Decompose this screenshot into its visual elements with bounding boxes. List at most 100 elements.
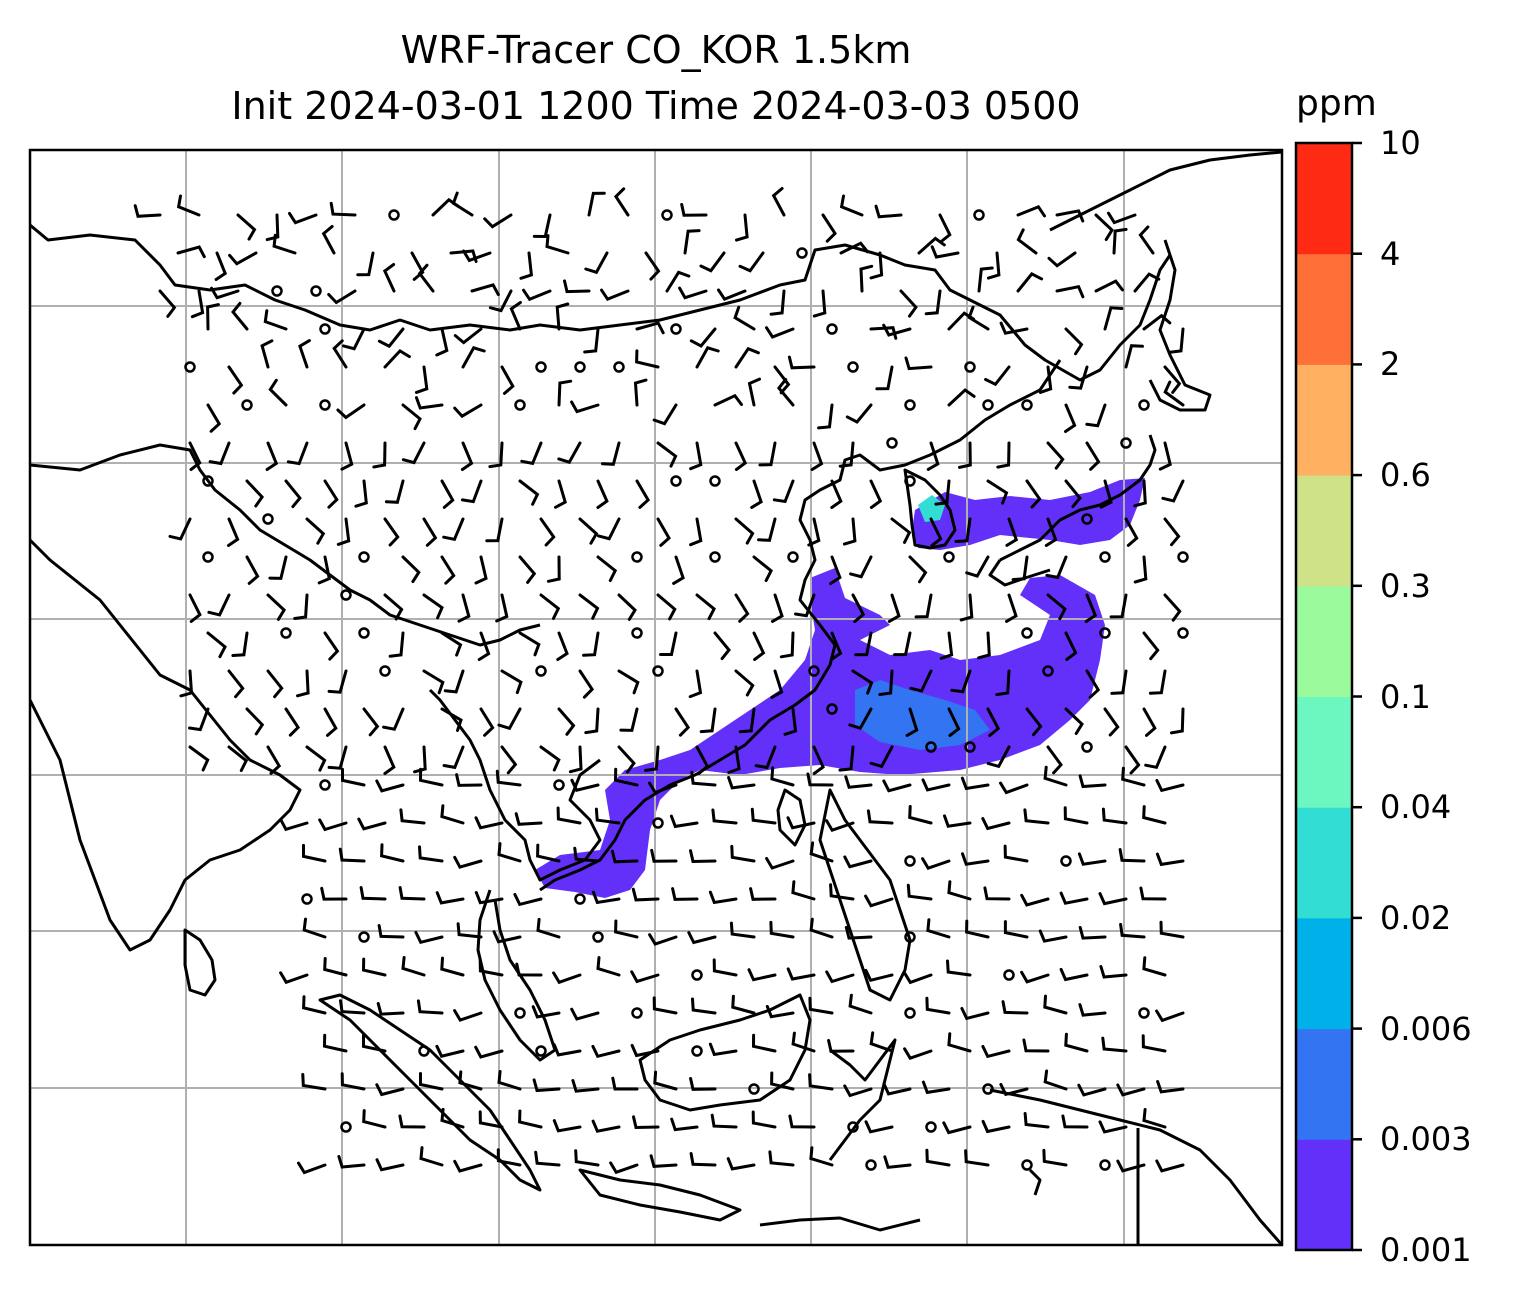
wind-barb <box>1001 1000 1029 1015</box>
wind-barb <box>711 808 738 825</box>
wind-barb <box>914 593 933 619</box>
wind-barb <box>1116 1083 1146 1097</box>
wind-barb <box>1022 1038 1050 1053</box>
wind-barb <box>570 778 600 792</box>
colorbar-tick-label: 0.003 <box>1380 1120 1472 1159</box>
wind-barb <box>610 849 639 864</box>
coastline-japan <box>988 434 1157 587</box>
wind-barb <box>947 707 961 737</box>
wind-barb <box>812 745 825 775</box>
calm-wind-circle <box>826 703 838 715</box>
wind-barb <box>327 745 348 770</box>
calm-wind-circle <box>1138 399 1150 411</box>
wind-barb <box>1163 365 1182 394</box>
wind-barb <box>734 517 755 545</box>
wind-barb <box>1064 479 1082 509</box>
wind-barb <box>1044 517 1058 547</box>
wind-barb <box>959 593 974 622</box>
wind-barb <box>1155 1159 1185 1173</box>
wind-barb <box>829 631 843 661</box>
wind-barb <box>492 930 522 944</box>
wind-barb <box>807 517 821 547</box>
wind-barb <box>336 403 366 420</box>
wind-barb <box>669 814 699 829</box>
wind-barb <box>713 631 731 661</box>
calm-wind-circle <box>964 741 976 753</box>
wind-barb <box>738 251 765 273</box>
wind-barb <box>899 289 918 318</box>
wind-barb <box>986 479 1009 505</box>
wind-barb <box>546 555 561 583</box>
wind-barb <box>583 327 600 354</box>
wind-barb <box>844 925 873 940</box>
wind-barb <box>488 441 504 469</box>
wind-barb <box>656 441 678 468</box>
wind-barb <box>752 631 766 661</box>
wind-barb <box>401 441 426 465</box>
wind-barb <box>317 555 332 585</box>
wind-barb <box>1064 1032 1089 1053</box>
wind-barb <box>398 1114 426 1129</box>
wind-barb <box>806 772 834 787</box>
wind-barb <box>570 1007 600 1021</box>
wind-barbs <box>133 187 1189 1175</box>
wind-barb <box>440 804 465 825</box>
wind-barb <box>457 593 471 623</box>
calm-wind-circle <box>652 665 664 677</box>
wind-barb <box>323 631 340 661</box>
wind-barb <box>1142 956 1167 977</box>
wind-barb <box>596 479 609 509</box>
wind-barb <box>960 776 990 791</box>
wind-barb <box>288 211 318 225</box>
wind-barb <box>617 745 636 774</box>
wind-barb <box>930 245 960 259</box>
wind-barb <box>372 441 387 469</box>
wind-barb <box>1109 593 1128 619</box>
calm-wind-circle <box>904 931 916 943</box>
wind-barb <box>1163 517 1181 547</box>
wind-barb <box>362 1109 387 1129</box>
wind-barb <box>772 479 795 504</box>
wind-barb <box>1155 1009 1185 1023</box>
wind-barb <box>268 555 288 580</box>
wind-barb <box>383 348 411 369</box>
calm-wind-circle <box>271 285 283 297</box>
wind-barb <box>708 890 738 905</box>
wind-barb <box>596 555 618 582</box>
calm-wind-circle <box>535 361 547 373</box>
calm-wind-circle <box>1021 627 1033 639</box>
wind-barb <box>750 807 777 825</box>
wind-barb <box>227 517 240 547</box>
wind-barb <box>769 920 795 939</box>
wind-barb <box>478 958 504 977</box>
wind-barb <box>188 707 210 732</box>
wind-barb <box>656 517 671 547</box>
wind-barb <box>617 669 640 695</box>
wind-barb <box>323 707 338 737</box>
wind-barb <box>665 270 691 293</box>
wind-barb <box>375 779 405 793</box>
wind-barb <box>783 707 798 736</box>
wind-barb <box>419 1072 444 1091</box>
wind-barb <box>750 479 763 509</box>
wind-barb <box>967 305 990 331</box>
wind-barb <box>518 631 541 657</box>
wind-barb <box>578 517 599 545</box>
coastline-india <box>30 538 302 952</box>
wind-barb <box>377 924 405 939</box>
wind-barb <box>570 400 600 414</box>
wind-barb <box>630 970 660 984</box>
wind-barb <box>518 555 537 584</box>
wind-barb <box>332 339 348 369</box>
wind-barb <box>552 1119 582 1133</box>
wind-barb <box>451 191 474 217</box>
calm-wind-circle <box>631 551 643 563</box>
wind-barb <box>786 967 816 981</box>
wind-barb <box>842 517 857 546</box>
coastline-korea <box>903 468 957 550</box>
wind-barb <box>882 779 912 793</box>
wind-barb <box>656 593 677 621</box>
wind-barb <box>401 956 426 977</box>
calm-wind-circle <box>319 323 331 335</box>
wind-barb <box>573 846 600 863</box>
